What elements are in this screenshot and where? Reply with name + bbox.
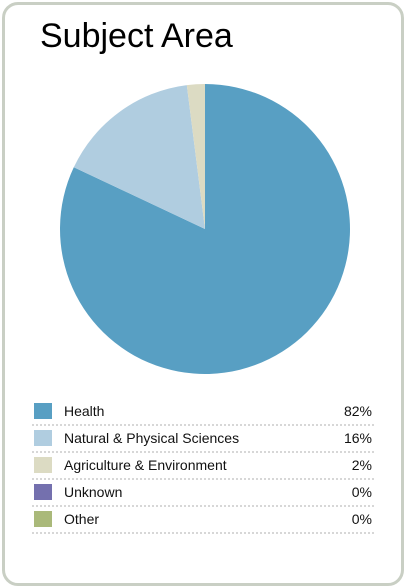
legend-swatch [34, 403, 52, 419]
legend-value: 2% [351, 457, 372, 473]
chart-legend: Health 82% Natural & Physical Sciences 16% A… [32, 399, 374, 534]
legend-item-health: Health 82% [32, 399, 374, 426]
legend-item-natural-physical-sciences: Natural & Physical Sciences 16% [32, 426, 374, 453]
legend-swatch [34, 511, 52, 527]
chart-title: Subject Area [40, 17, 233, 55]
legend-swatch [34, 457, 52, 473]
legend-label: Health [64, 403, 105, 419]
legend-swatch [34, 484, 52, 500]
legend-value: 0% [351, 511, 372, 527]
legend-value: 16% [343, 430, 372, 446]
pie-slice-agriculture-environment [186, 84, 205, 229]
pie-slice-health [59, 84, 350, 375]
legend-item-unknown: Unknown 0% [32, 480, 374, 507]
legend-label: Other [64, 511, 100, 527]
legend-value: 0% [351, 484, 372, 500]
legend-item-other: Other 0% [32, 507, 374, 534]
legend-item-agriculture-environment: Agriculture & Environment 2% [32, 453, 374, 480]
pie-slice-natural-physical-sciences [73, 85, 205, 229]
legend-label: Unknown [64, 484, 123, 500]
legend-swatch [34, 430, 52, 446]
legend-label: Natural & Physical Sciences [64, 430, 240, 446]
legend-label: Agriculture & Environment [64, 457, 227, 473]
legend-value: 82% [343, 403, 372, 419]
